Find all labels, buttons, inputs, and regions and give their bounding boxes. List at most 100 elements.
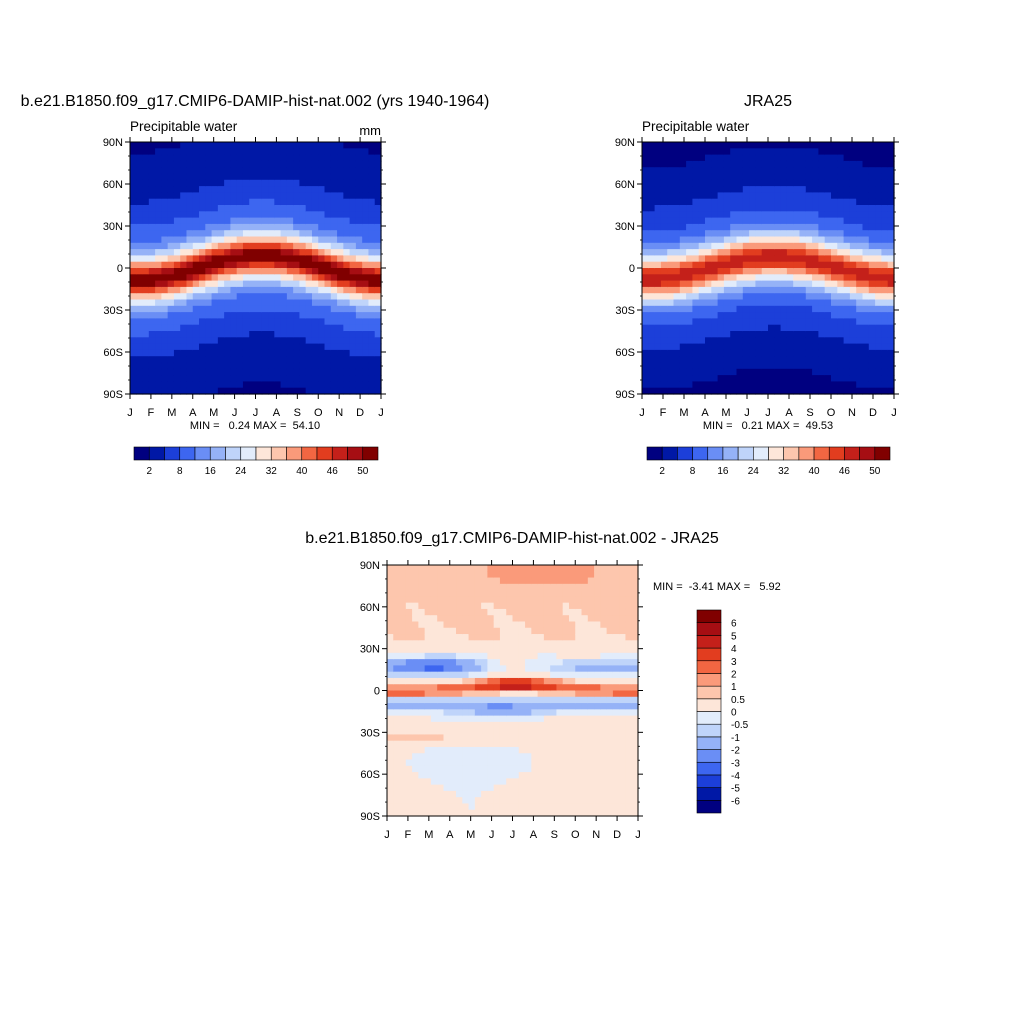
contour-cell xyxy=(780,274,788,282)
contour-cell xyxy=(217,205,225,212)
contour-cell xyxy=(211,375,219,382)
contour-cell xyxy=(324,192,332,200)
contour-cell xyxy=(430,734,438,742)
contour-cell xyxy=(648,242,656,250)
contour-cell xyxy=(812,236,819,244)
contour-cell xyxy=(587,608,595,616)
contour-cell xyxy=(424,665,432,673)
contour-cell xyxy=(556,621,564,629)
contour-cell xyxy=(305,198,313,206)
contour-cell xyxy=(698,280,706,288)
contour-cell xyxy=(418,746,426,754)
contour-cell xyxy=(387,734,394,742)
contour-cell xyxy=(493,596,501,604)
contour-cell xyxy=(849,274,857,282)
contour-cell xyxy=(805,312,813,319)
contour-cell xyxy=(374,230,382,238)
contour-cell xyxy=(780,186,788,193)
contour-cell xyxy=(274,242,282,250)
contour-cell xyxy=(192,255,200,263)
contour-cell xyxy=(625,665,633,673)
contour-cell xyxy=(543,797,551,805)
contour-cell xyxy=(736,192,744,200)
contour-cell xyxy=(654,217,662,225)
contour-cell xyxy=(355,249,363,256)
contour-cell xyxy=(387,803,394,811)
contour-cell xyxy=(305,286,313,294)
contour-cell xyxy=(368,242,376,250)
contour-cell xyxy=(311,230,319,238)
contour-cell xyxy=(679,142,687,149)
contour-cell xyxy=(324,305,332,313)
contour-cell xyxy=(786,387,794,395)
contour-cell xyxy=(405,621,413,629)
contour-cell xyxy=(837,299,845,307)
contour-cell xyxy=(849,305,857,313)
contour-cell xyxy=(531,703,539,710)
contour-cell xyxy=(837,261,845,269)
contour-cell xyxy=(587,715,595,723)
contour-cell xyxy=(705,312,712,319)
contour-cell xyxy=(155,255,162,263)
contour-cell xyxy=(337,387,344,395)
contour-cell xyxy=(824,261,832,269)
contour-cell xyxy=(499,778,507,786)
colorbar-swatch xyxy=(722,446,739,461)
contour-cell xyxy=(412,652,419,660)
contour-cell xyxy=(412,690,419,698)
contour-cell xyxy=(487,583,495,591)
contour-cell xyxy=(660,368,668,376)
contour-cell xyxy=(130,236,137,244)
contour-cell xyxy=(818,160,826,168)
contour-cell xyxy=(405,753,413,761)
contour-cell xyxy=(679,230,687,238)
contour-cell xyxy=(531,690,539,698)
contour-cell xyxy=(286,148,294,156)
contour-cell xyxy=(268,154,275,162)
contour-cell xyxy=(493,608,501,616)
contour-cell xyxy=(619,778,627,786)
contour-cell xyxy=(355,179,363,187)
contour-cell xyxy=(755,230,763,238)
contour-cell xyxy=(660,381,668,389)
contour-cell xyxy=(824,274,832,282)
contour-cell xyxy=(449,652,457,660)
contour-cell xyxy=(856,286,864,294)
contour-cell xyxy=(543,634,551,641)
contour-cell xyxy=(437,772,445,779)
contour-cell xyxy=(692,343,700,351)
contour-cell xyxy=(393,634,401,641)
contour-cell xyxy=(824,211,832,219)
contour-cell xyxy=(843,242,851,250)
contour-cell xyxy=(362,293,370,301)
contour-cell xyxy=(456,565,463,572)
contour-cell xyxy=(437,803,445,811)
contour-cell xyxy=(837,368,845,376)
contour-cell xyxy=(812,324,819,332)
contour-cell xyxy=(286,160,294,168)
contour-cell xyxy=(774,387,782,395)
contour-cell xyxy=(330,286,338,294)
contour-cell xyxy=(355,142,363,149)
contour-cell xyxy=(679,179,687,187)
contour-cell xyxy=(130,381,137,389)
contour-cell xyxy=(568,652,576,660)
contour-cell xyxy=(437,677,445,685)
contour-cell xyxy=(537,772,545,779)
contour-cell xyxy=(130,242,137,250)
contour-cell xyxy=(612,659,620,667)
contour-cell xyxy=(654,356,662,364)
contour-cell xyxy=(299,337,307,345)
contour-cell xyxy=(612,721,620,729)
contour-cell xyxy=(211,223,219,231)
contour-cell xyxy=(525,659,532,667)
contour-cell xyxy=(387,583,394,591)
contour-cell xyxy=(405,583,413,591)
contour-cell xyxy=(606,803,614,811)
contour-cell xyxy=(837,198,845,206)
contour-cell xyxy=(612,778,620,786)
contour-cell xyxy=(562,772,570,779)
contour-cell xyxy=(186,274,194,282)
contour-cell xyxy=(142,236,150,244)
contour-cell xyxy=(537,765,545,773)
